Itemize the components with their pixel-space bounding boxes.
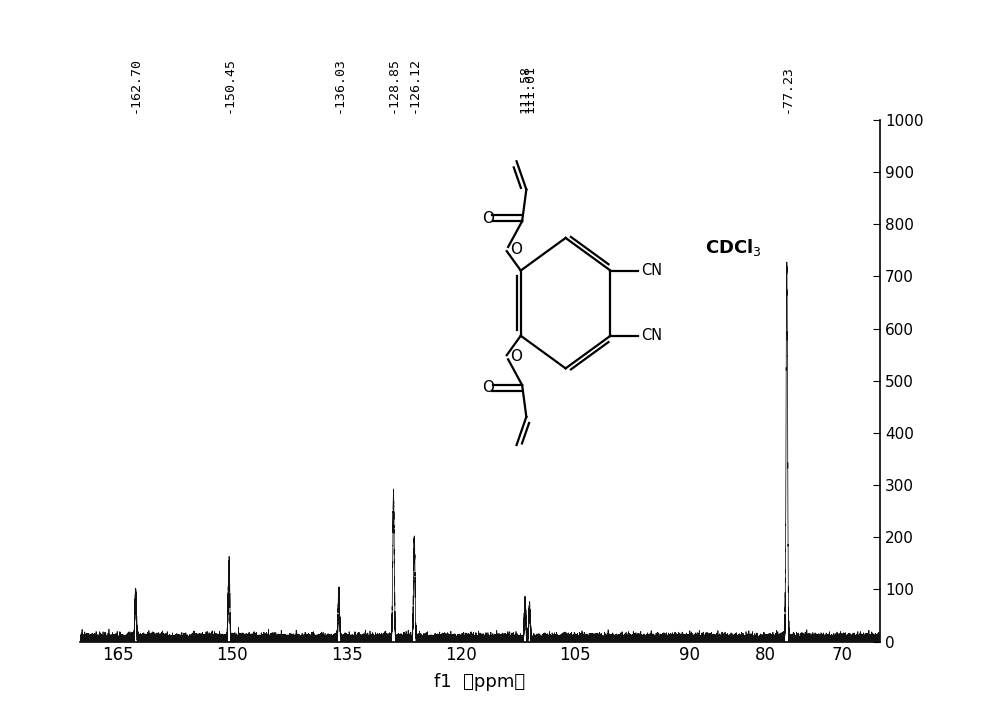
- X-axis label: f1  （ppm）: f1 （ppm）: [434, 673, 526, 691]
- Text: -128.85: -128.85: [387, 57, 400, 113]
- Text: -162.70: -162.70: [129, 57, 142, 113]
- Text: -77.23: -77.23: [780, 65, 793, 113]
- Text: -126.12: -126.12: [408, 57, 421, 113]
- Text: 111.01: 111.01: [523, 65, 536, 113]
- Text: O: O: [510, 350, 522, 364]
- Text: O: O: [510, 242, 522, 257]
- Text: 111.58: 111.58: [519, 65, 532, 113]
- Text: -136.03: -136.03: [332, 57, 345, 113]
- Text: CDCl$_3$: CDCl$_3$: [705, 237, 761, 258]
- Text: -150.45: -150.45: [222, 57, 235, 113]
- Text: O: O: [482, 381, 494, 396]
- Text: CN: CN: [641, 329, 662, 343]
- Text: CN: CN: [641, 263, 662, 278]
- Text: O: O: [482, 211, 494, 226]
